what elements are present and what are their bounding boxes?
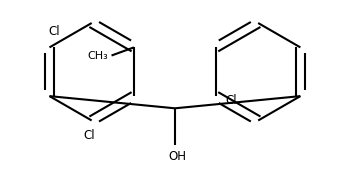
Text: CH₃: CH₃ [88,51,108,61]
Text: OH: OH [168,150,186,163]
Text: Cl: Cl [49,25,60,38]
Text: Cl: Cl [225,94,237,107]
Text: Cl: Cl [84,129,95,142]
